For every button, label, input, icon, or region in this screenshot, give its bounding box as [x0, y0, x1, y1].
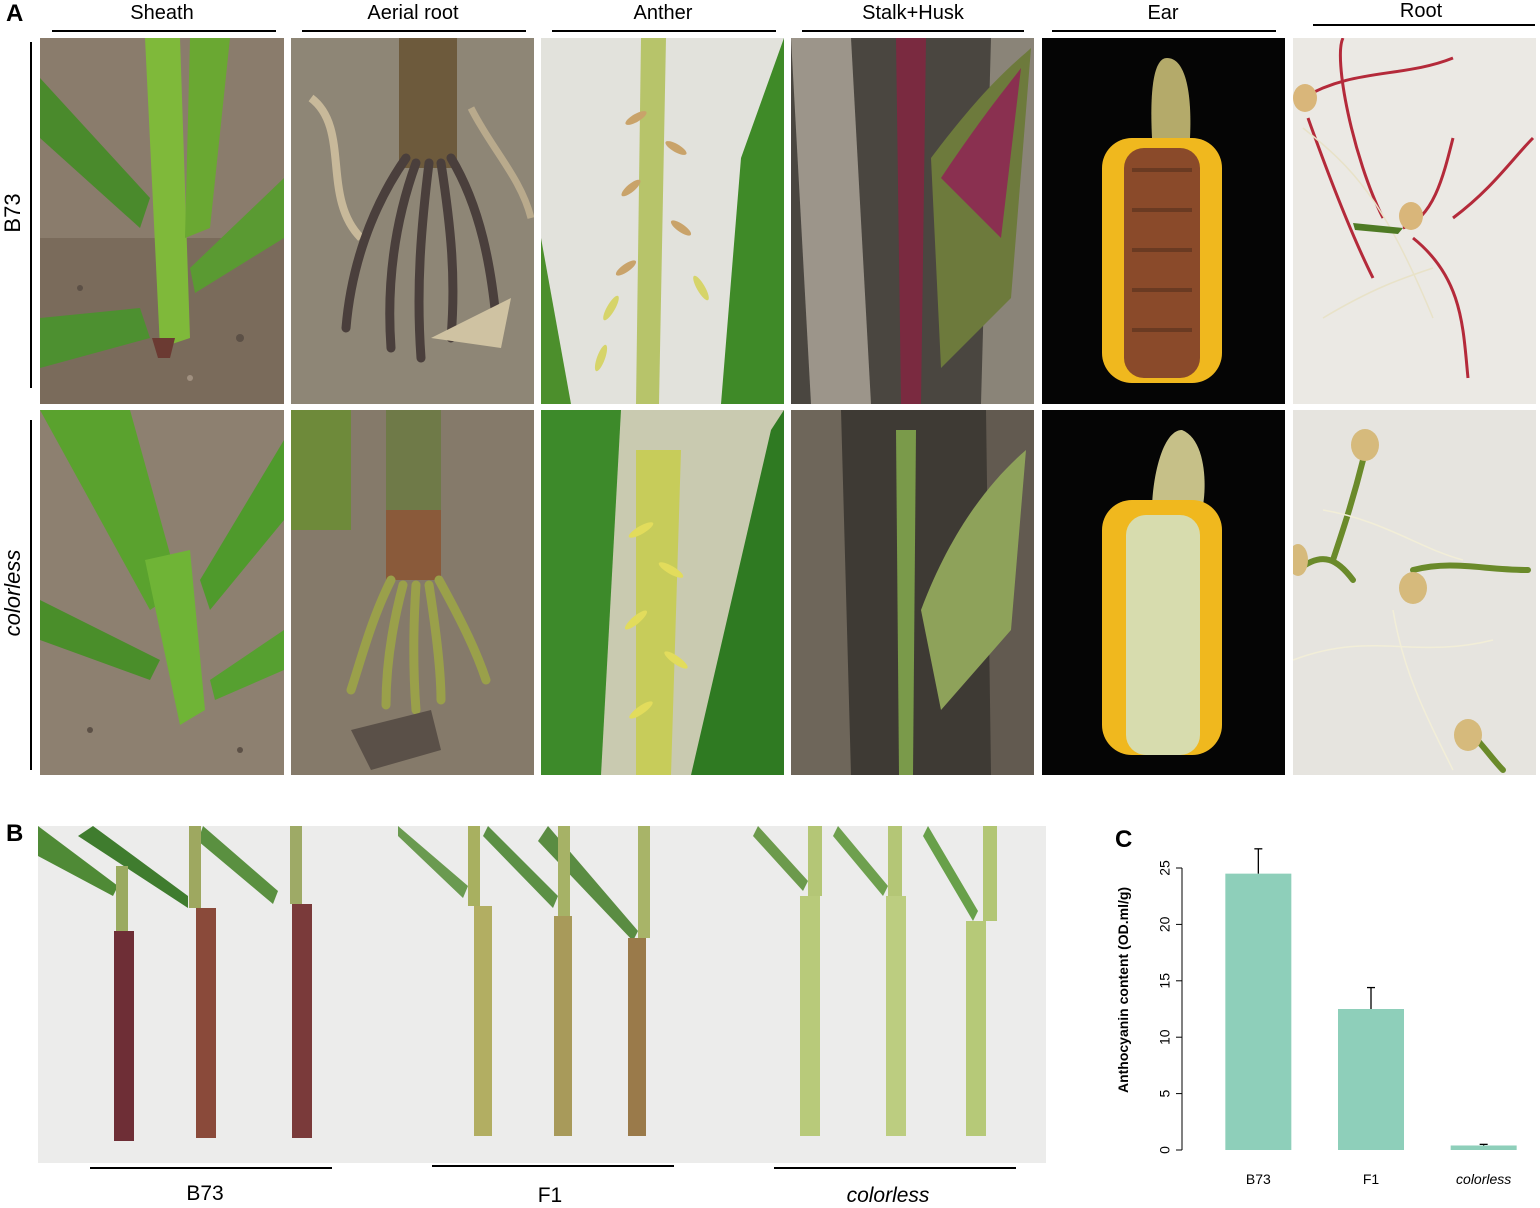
- column-label-aerial-root: Aerial root: [367, 2, 459, 24]
- photo-colorless-anther: [541, 410, 784, 775]
- photo-colorless-stalk-husk: [791, 410, 1034, 775]
- group-rule: [90, 1167, 332, 1169]
- x-tick-label-b73: B73: [1246, 1171, 1271, 1187]
- photo-b73-ear: [1042, 38, 1285, 404]
- x-tick-label-f1: F1: [1363, 1171, 1380, 1187]
- y-tick-label: 10: [1157, 1029, 1173, 1045]
- bar-colorless: [1450, 1145, 1517, 1150]
- group-label-colorless: colorless: [846, 1184, 930, 1207]
- column-label-anther: Anther: [633, 2, 693, 24]
- bar-b73: [1225, 873, 1292, 1150]
- row-label-colorless: colorless: [0, 549, 25, 637]
- panel-a-letter: A: [6, 0, 24, 27]
- group-rule: [432, 1165, 674, 1167]
- x-tick-label-colorless: colorless: [1456, 1171, 1511, 1187]
- photo-b73-aerial-root: [291, 38, 534, 404]
- y-tick-label: 25: [1157, 860, 1173, 876]
- column-label-ear: Ear: [1147, 2, 1179, 24]
- column-rule: [1052, 30, 1276, 32]
- bar-f1: [1338, 1009, 1404, 1150]
- column-label-stalk-husk: Stalk+Husk: [862, 2, 964, 24]
- photo-b73-root: [1293, 38, 1536, 404]
- column-label-root: Root: [1399, 0, 1443, 22]
- group-rule: [774, 1167, 1016, 1169]
- group-label-f1: F1: [537, 1184, 563, 1207]
- photo-colorless-sheath: [40, 410, 284, 775]
- panel-b-letter: B: [6, 820, 24, 847]
- y-tick-label: 5: [1157, 1089, 1173, 1097]
- column-label-sheath: Sheath: [130, 2, 194, 24]
- column-rule: [802, 30, 1024, 32]
- photo-stem-comparison: [38, 826, 1046, 1163]
- column-rule: [302, 30, 526, 32]
- photo-b73-sheath: [40, 38, 284, 404]
- row-label-b73: B73: [0, 193, 25, 233]
- group-label-b73: B73: [186, 1182, 224, 1205]
- anthocyanin-bar-chart: Anthocyanin content (OD.ml/g) 0 5 10 15 20 25…: [1115, 848, 1517, 1187]
- y-tick-label: 20: [1157, 916, 1173, 932]
- photo-colorless-aerial-root: [291, 410, 534, 775]
- row-rule: [30, 42, 32, 388]
- y-axis-label: Anthocyanin content (OD.ml/g): [1115, 887, 1131, 1093]
- photo-colorless-root: [1293, 410, 1536, 775]
- column-rule: [1313, 24, 1535, 26]
- photo-b73-anther: [541, 38, 784, 404]
- row-rule: [30, 420, 32, 770]
- photo-b73-stalk-husk: [791, 38, 1034, 404]
- panel-c-letter: C: [1115, 826, 1133, 853]
- y-tick-label: 0: [1157, 1146, 1173, 1154]
- y-tick-label: 15: [1157, 973, 1173, 989]
- column-rule: [52, 30, 276, 32]
- column-rule: [552, 30, 776, 32]
- photo-colorless-ear: [1042, 410, 1285, 775]
